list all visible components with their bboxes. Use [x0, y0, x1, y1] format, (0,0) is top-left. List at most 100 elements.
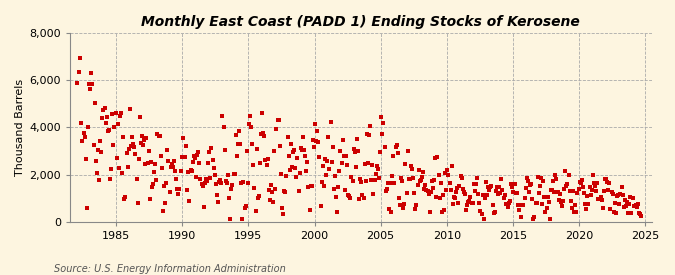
Point — [87, 82, 98, 86]
Point — [610, 201, 620, 205]
Point — [437, 192, 448, 197]
Text: Source: U.S. Energy Information Administration: Source: U.S. Energy Information Administ… — [54, 264, 286, 274]
Point — [259, 134, 270, 138]
Point — [483, 184, 493, 189]
Point — [373, 167, 383, 171]
Point — [248, 163, 259, 167]
Point — [333, 185, 344, 189]
Point — [190, 175, 201, 179]
Point — [310, 122, 321, 126]
Point — [251, 147, 262, 152]
Point — [611, 211, 622, 216]
Point — [162, 148, 173, 152]
Point — [547, 188, 558, 192]
Point — [545, 217, 556, 222]
Point — [460, 208, 471, 212]
Point — [618, 204, 629, 209]
Point — [148, 169, 159, 174]
Point — [113, 166, 124, 170]
Point — [327, 145, 338, 150]
Point — [560, 169, 570, 173]
Point — [465, 194, 476, 199]
Point — [186, 169, 197, 173]
Point — [160, 200, 171, 205]
Point — [169, 158, 180, 163]
Point — [107, 112, 117, 116]
Point — [475, 208, 486, 213]
Point — [569, 210, 580, 215]
Point — [73, 11, 84, 15]
Point — [373, 176, 384, 180]
Point — [263, 157, 273, 162]
Point — [128, 141, 138, 146]
Point — [178, 155, 189, 159]
Point — [360, 179, 371, 184]
Point — [141, 136, 152, 140]
Point — [599, 189, 610, 194]
Point — [434, 196, 445, 200]
Point — [282, 135, 293, 139]
Point — [549, 190, 560, 194]
Point — [182, 188, 192, 193]
Point — [286, 142, 296, 147]
Point — [540, 210, 551, 214]
Point — [105, 177, 115, 182]
Point — [195, 177, 206, 182]
Point — [152, 132, 163, 137]
Point — [458, 187, 468, 191]
Point — [552, 190, 563, 194]
Point — [185, 168, 196, 172]
Point — [479, 196, 490, 200]
Point — [470, 188, 481, 193]
Point — [145, 160, 156, 164]
Point — [178, 136, 188, 141]
Point — [406, 167, 417, 171]
Point — [289, 147, 300, 152]
Point — [355, 177, 366, 182]
Point — [110, 110, 121, 115]
Point — [599, 177, 610, 182]
Point — [207, 158, 218, 162]
Point — [101, 120, 111, 125]
Point — [439, 171, 450, 175]
Point — [557, 204, 568, 208]
Point — [223, 196, 234, 200]
Point — [97, 116, 108, 120]
Point — [72, 81, 82, 85]
Point — [184, 198, 195, 203]
Point — [566, 206, 577, 210]
Point — [451, 189, 462, 194]
Point — [343, 193, 354, 197]
Point — [401, 191, 412, 195]
Point — [562, 182, 573, 186]
Point — [140, 162, 151, 166]
Point — [265, 198, 275, 202]
Point — [108, 143, 119, 148]
Point — [383, 207, 394, 211]
Point — [296, 148, 307, 152]
Point — [624, 202, 634, 207]
Point — [541, 206, 552, 210]
Point — [244, 114, 255, 118]
Point — [574, 180, 585, 185]
Point — [76, 120, 87, 125]
Point — [572, 191, 583, 195]
Point — [362, 161, 373, 165]
Point — [566, 199, 576, 203]
Point — [571, 210, 582, 214]
Point — [304, 207, 315, 212]
Point — [352, 149, 363, 153]
Point — [165, 165, 176, 169]
Point — [188, 160, 198, 164]
Point — [428, 185, 439, 190]
Point — [290, 166, 300, 170]
Point — [456, 176, 467, 180]
Point — [77, 139, 88, 144]
Point — [176, 155, 187, 159]
Point — [491, 189, 502, 193]
Point — [636, 214, 647, 219]
Point — [92, 148, 103, 152]
Point — [503, 205, 514, 210]
Point — [508, 189, 519, 194]
Point — [193, 150, 204, 154]
